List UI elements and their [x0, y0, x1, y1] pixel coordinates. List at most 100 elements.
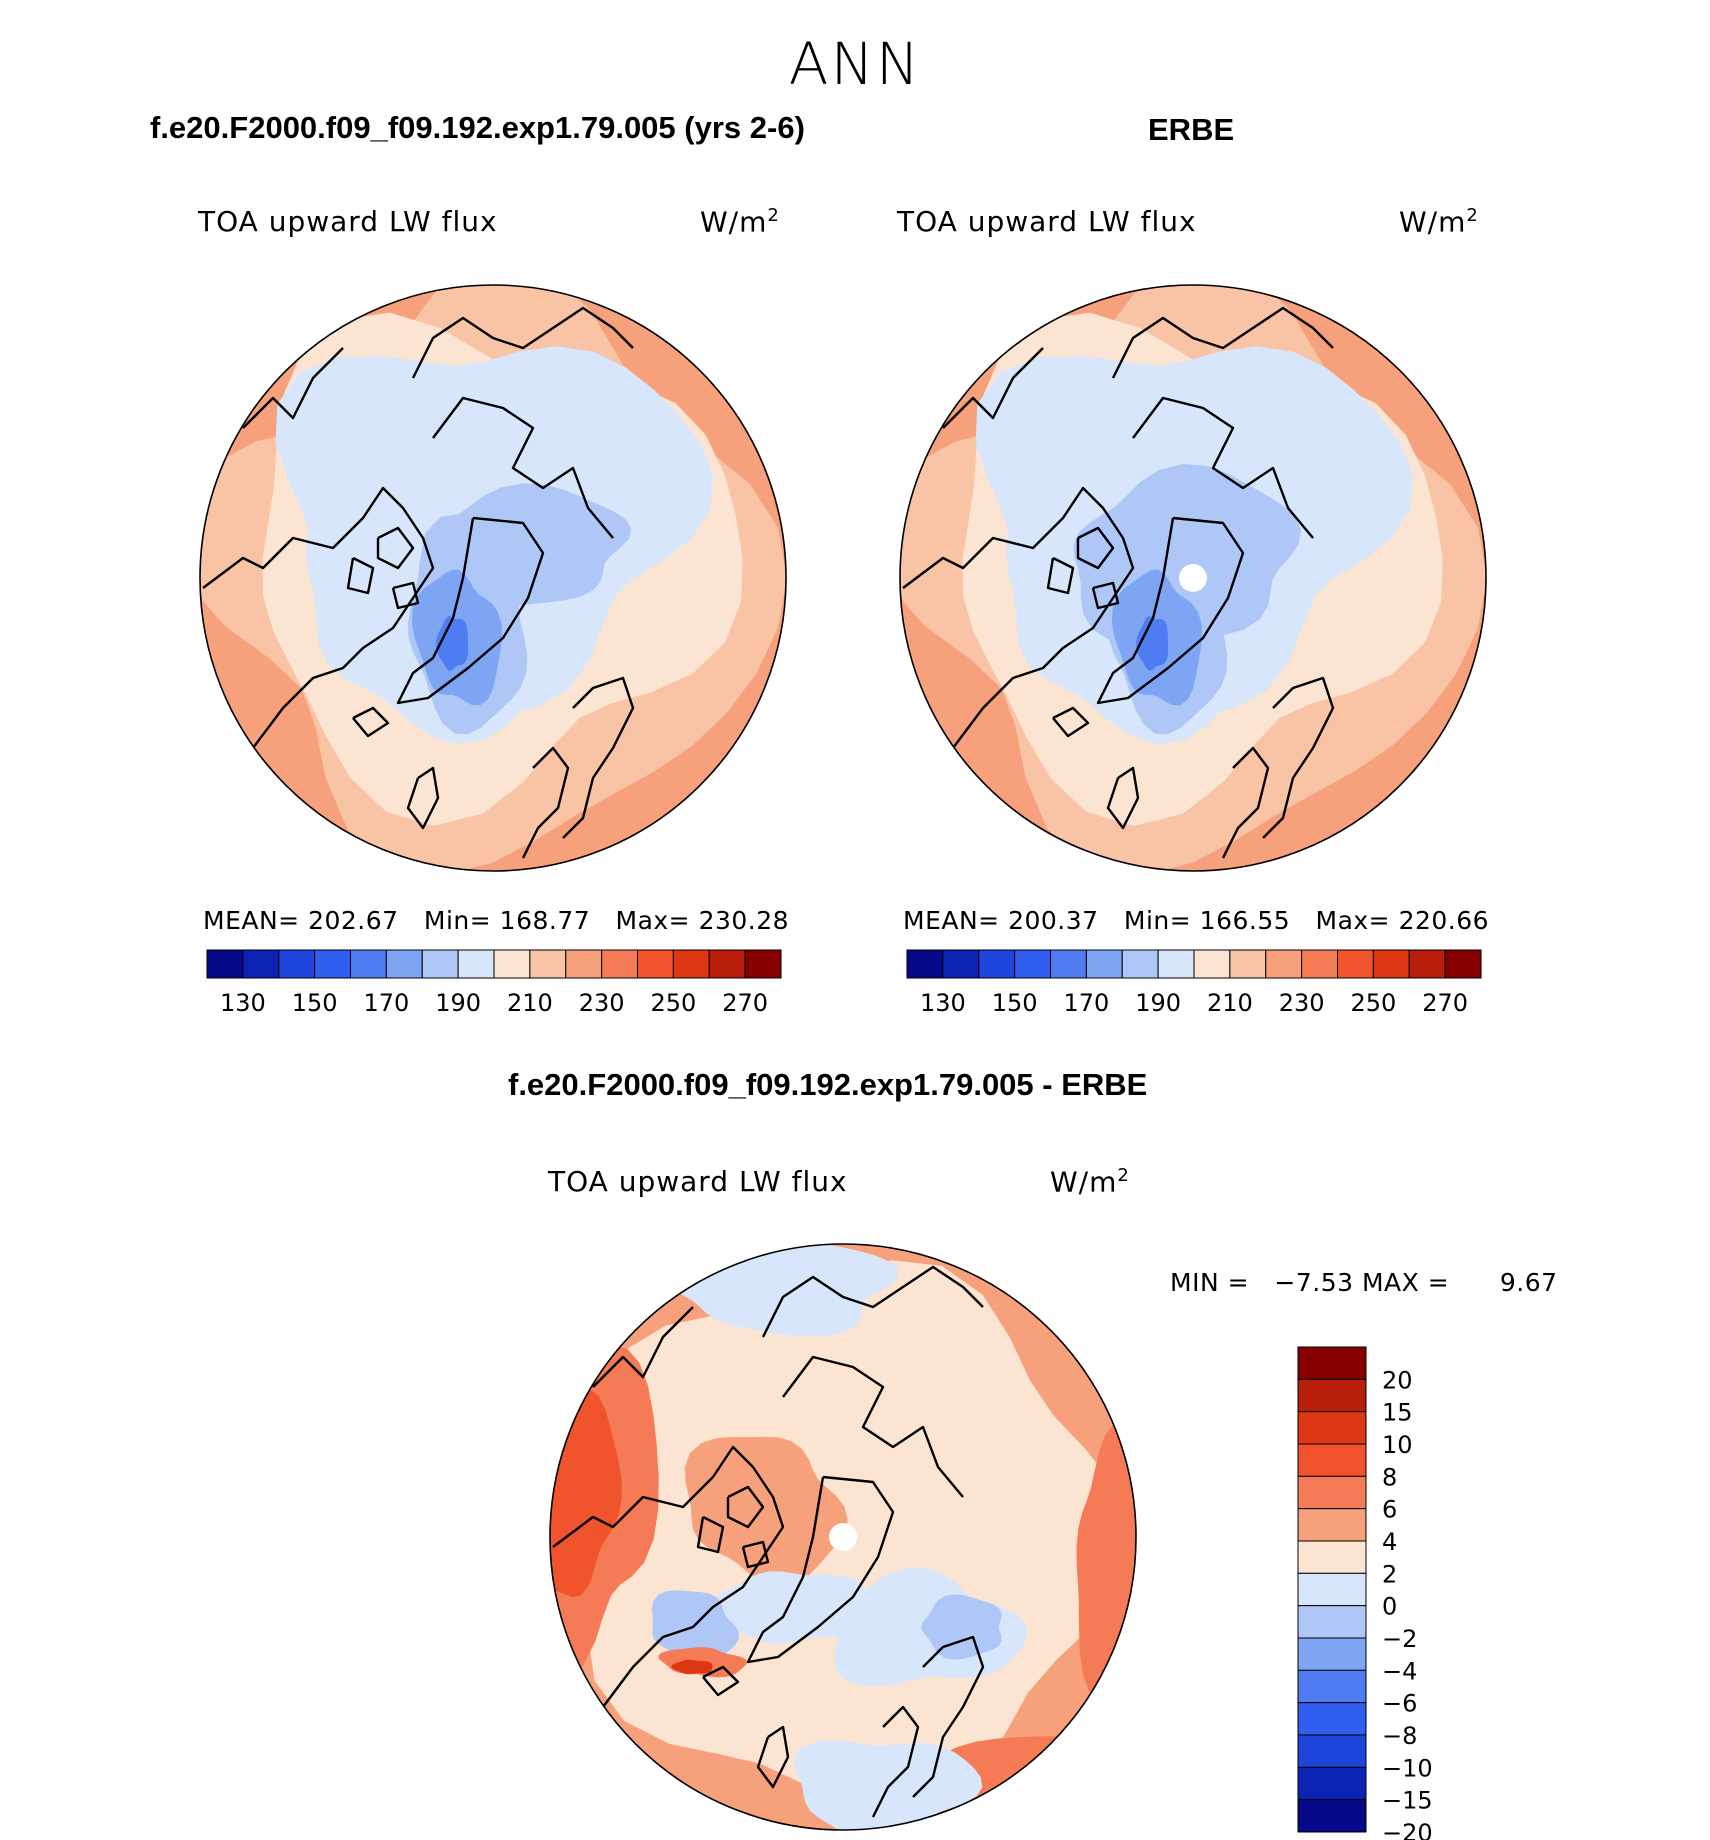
cb3-tick-label: −10 — [1382, 1754, 1433, 1782]
panel1-max-value: 230.28 — [698, 906, 790, 935]
cb1-swatch-15 — [744, 949, 782, 979]
map3-contour-12 — [651, 1590, 739, 1668]
cb3-swatch-9 — [1297, 1637, 1367, 1671]
cb1-swatch-12 — [637, 949, 674, 979]
panel3-variable-label: TOA upward LW flux — [548, 1165, 848, 1198]
cb2-swatch-9 — [1229, 949, 1267, 979]
cb3-swatch-2 — [1297, 1411, 1367, 1445]
cb3-tick-label: −4 — [1382, 1657, 1417, 1685]
panel1-min-value: 168.77 — [499, 906, 591, 935]
panel1-mean-value: 202.67 — [308, 906, 399, 935]
cb3-swatch-8 — [1297, 1605, 1367, 1639]
map1-outline — [199, 284, 787, 872]
map3-coastline-5 — [761, 1265, 984, 1338]
cb2-swatch-8 — [1193, 949, 1231, 979]
map3-coastline-4 — [741, 1540, 770, 1569]
cb1-swatch-5 — [385, 949, 423, 979]
panel2-mean-value: 200.37 — [1008, 906, 1099, 935]
panel3-max-label: MAX = — [1361, 1268, 1450, 1297]
panel3-stats: MIN = −7.53 MAX = 9.67 — [1170, 1268, 1558, 1297]
cb2-swatch-0 — [906, 949, 944, 979]
cb1-tick-label: 250 — [650, 989, 696, 1017]
cb3-tick-label: 2 — [1382, 1560, 1397, 1588]
panel2-map — [899, 284, 1487, 872]
cb2-swatch-7 — [1157, 949, 1195, 979]
cb1-swatch-10 — [565, 949, 603, 979]
cb3-swatch-3 — [1297, 1443, 1367, 1477]
map2-coastline-9 — [1052, 706, 1090, 738]
cb2-swatch-3 — [1014, 949, 1051, 979]
cb2-swatch-12 — [1337, 949, 1374, 979]
map3-contour-11 — [921, 1594, 1002, 1660]
cb1-tick-label: 270 — [722, 989, 768, 1017]
cb3-swatch-13 — [1297, 1766, 1367, 1801]
map2-coastline-10 — [1106, 766, 1140, 830]
cb3-swatch-10 — [1297, 1669, 1367, 1704]
map2-coastline-11 — [942, 347, 1044, 429]
map1-coastline-8 — [521, 746, 570, 859]
panel3-map — [549, 1243, 1137, 1831]
map3-outline — [549, 1243, 1137, 1831]
cb2-swatch-11 — [1301, 949, 1338, 979]
page-title: ANN — [788, 30, 922, 98]
panel1-min-label: Min= — [423, 906, 492, 935]
cb2-swatch-6 — [1121, 949, 1159, 979]
cb3-tick-label: 8 — [1382, 1463, 1397, 1491]
cb1-swatch-3 — [314, 949, 351, 979]
panel2-max-label: Max= — [1315, 906, 1391, 935]
cb2-swatch-2 — [978, 949, 1016, 979]
cb1-swatch-0 — [206, 949, 244, 979]
map3-contour-6 — [684, 1436, 848, 1587]
map1-coastline-0 — [396, 516, 545, 705]
cb2-swatch-14 — [1408, 949, 1446, 979]
cb3-tick-label: −15 — [1382, 1787, 1433, 1815]
cb1-swatch-8 — [493, 949, 531, 979]
cb1-tick-label: 190 — [435, 989, 481, 1017]
cb1-swatch-13 — [672, 949, 710, 979]
map1-coastline-2 — [376, 526, 415, 570]
cb3-swatch-0 — [1297, 1346, 1367, 1380]
map1-coastline-3 — [346, 556, 375, 595]
panel3-min-label: MIN = — [1170, 1268, 1250, 1297]
cb1-swatch-4 — [350, 949, 387, 979]
map2-coastline-8 — [1221, 746, 1270, 859]
cb3-swatch-6 — [1297, 1540, 1367, 1574]
map3-coastline-3 — [696, 1515, 725, 1554]
map2-outline — [899, 284, 1487, 872]
map2-coastline-0 — [1096, 516, 1245, 705]
map1-coastline-4 — [391, 581, 420, 610]
cb1-swatch-11 — [601, 949, 638, 979]
panel3-title: f.e20.F2000.f09_f09.192.exp1.79.005 - ER… — [508, 1067, 1148, 1102]
cb2-tick-label: 130 — [920, 989, 966, 1017]
panel3-units-label: W/m2 — [1050, 1165, 1130, 1199]
cb3-swatch-4 — [1297, 1475, 1367, 1510]
panel1-colorbar: 130 150 170 190 210 230 250 270 — [206, 949, 782, 1017]
panel2-units-label: W/m2 — [1399, 205, 1479, 239]
panel2-colorbar: 130 150 170 190 210 230 250 270 — [906, 949, 1482, 1017]
cb1-tick-label: 150 — [292, 989, 338, 1017]
cb3-tick-label: 6 — [1382, 1496, 1397, 1524]
cb1-tick-label: 130 — [220, 989, 266, 1017]
panel2-max-value: 220.66 — [1398, 906, 1490, 935]
map2-coastline-6 — [1132, 396, 1314, 539]
cb2-tick-label: 170 — [1063, 989, 1109, 1017]
map2-contour-8 — [1136, 616, 1169, 671]
map1-coastline-9 — [352, 706, 390, 738]
cb1-swatch-9 — [529, 949, 567, 979]
map3-coastline-9 — [702, 1665, 740, 1697]
cb3-swatch-14 — [1297, 1799, 1367, 1833]
cb2-swatch-1 — [942, 949, 980, 979]
cb1-swatch-6 — [421, 949, 459, 979]
cb2-tick-label: 230 — [1279, 989, 1325, 1017]
cb3-tick-label: 15 — [1382, 1399, 1413, 1427]
map2-pole-mask — [1179, 564, 1207, 592]
cb2-tick-label: 250 — [1350, 989, 1396, 1017]
panel1-max-label: Max= — [615, 906, 691, 935]
panel2-mean-label: MEAN= — [903, 906, 1000, 935]
panel1-variable-label: TOA upward LW flux — [198, 205, 498, 238]
panel2-min-label: Min= — [1123, 906, 1192, 935]
panel1-stats: MEAN= 202.67 Min= 168.77 Max= 230.28 — [203, 906, 789, 935]
cb3-tick-label: 0 — [1382, 1593, 1397, 1621]
